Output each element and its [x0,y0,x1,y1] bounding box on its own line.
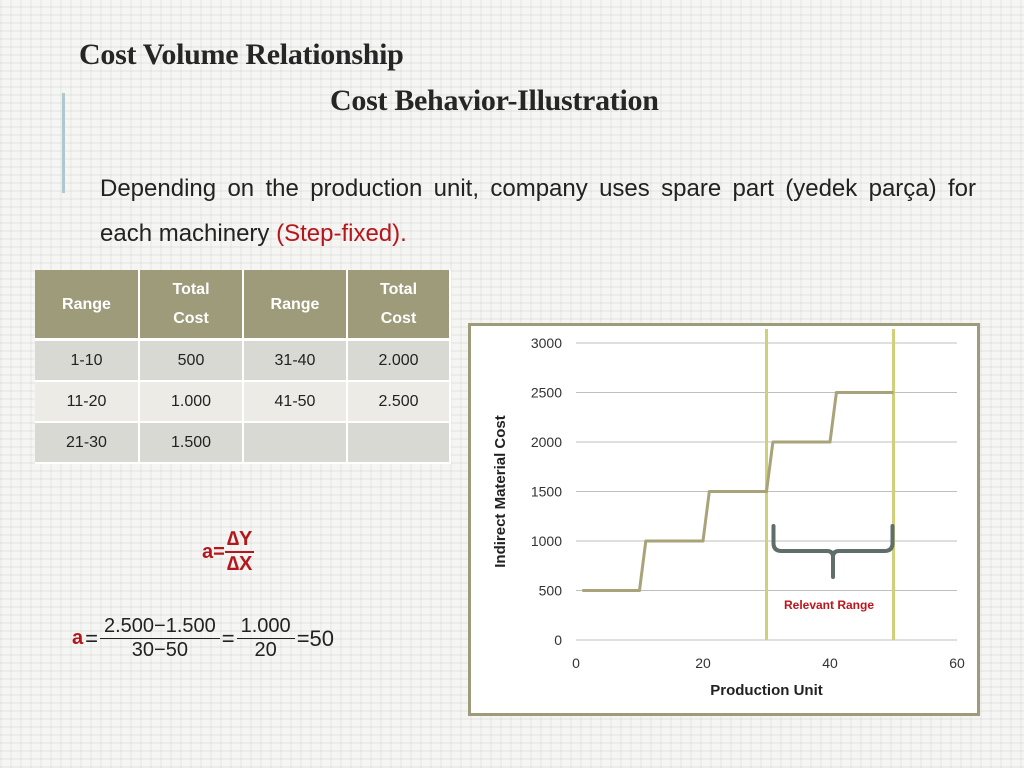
calc-fraction-1-numerator: 2.500−1.500 [99,615,220,639]
table-cell: 21-30 [35,423,140,464]
table-cell: 500 [140,341,244,382]
table-cell: 11-20 [35,382,140,423]
slope-calculation: a= 2.500−1.500 30−50 = 1.000 20 =50 [72,615,336,662]
x-tick-label: 20 [695,655,711,671]
table-row: 1-10 500 31-40 2.000 [35,341,451,382]
table-cell: 1.000 [140,382,244,423]
x-tick-label: 40 [822,655,838,671]
y-tick-label: 0 [554,632,562,648]
y-tick-label: 500 [539,583,563,599]
y-tick-label: 3000 [531,335,562,351]
table-cell: 41-50 [244,382,348,423]
y-tick-label: 1500 [531,484,562,500]
accent-bar [62,93,65,193]
delta-x: ∆X [226,553,253,575]
body-text: Depending on the production unit, compan… [100,175,976,247]
x-tick-label: 0 [572,655,580,671]
table-cell [244,423,348,464]
header-range-2: Range [244,270,348,341]
delta-y: ∆Y [224,528,255,553]
table-cell: 1.500 [140,423,244,464]
y-tick-label: 2500 [531,385,562,401]
slope-formula-label: a= [202,540,225,563]
calc-label: a [72,627,84,649]
calc-result: =50 [296,625,335,651]
relevant-range-brace [771,524,895,579]
slide-title: Cost Volume Relationship [79,38,404,71]
calc-equals-1: = [85,625,98,651]
header-total-cost-2: Total Cost [348,270,451,341]
delta-fraction: ∆Y ∆X [224,528,255,576]
table-row: 11-20 1.000 41-50 2.500 [35,382,451,423]
calc-fraction-2-denominator: 20 [254,639,277,661]
step-fixed-highlight: (Step-fixed). [276,220,407,247]
slide-subtitle: Cost Behavior-Illustration [330,84,659,117]
chart-svg: 0 500 1000 1500 2000 2500 3000 0 20 40 60 Productio… [492,329,965,699]
x-axis-label: Production Unit [710,682,823,699]
header-total-cost-1: Total Cost [140,270,244,341]
body-paragraph: Depending on the production unit, compan… [100,166,976,256]
table-cell: 1-10 [35,341,140,382]
table-header-row: Range Total Cost Range Total Cost [35,270,451,341]
calc-fraction-1-denominator: 30−50 [131,639,188,661]
table-cell [348,423,451,464]
calc-fraction-2-numerator: 1.000 [236,615,295,639]
step-cost-line [582,391,894,592]
y-tick-label: 2000 [531,434,562,450]
table-cell: 2.500 [348,382,451,423]
x-tick-label: 60 [949,655,965,671]
calc-fraction-2: 1.000 20 [236,615,295,662]
table-cell: 2.000 [348,341,451,382]
range-cost-table: Range Total Cost Range Total Cost 1-10 500… [35,270,451,464]
relevant-range-label: Relevant Range [784,598,874,612]
table-cell: 31-40 [244,341,348,382]
y-axis-label: Indirect Material Cost [492,415,509,568]
table-row: 21-30 1.500 [35,423,451,464]
y-tick-label: 1000 [531,533,562,549]
step-cost-chart: 0 500 1000 1500 2000 2500 3000 0 20 40 60 Productio… [468,323,980,716]
calc-fraction-1: 2.500−1.500 30−50 [99,615,220,662]
header-range-1: Range [35,270,140,341]
calc-equals-2: = [221,625,235,651]
slope-formula: a= ∆Y ∆X [202,528,255,576]
